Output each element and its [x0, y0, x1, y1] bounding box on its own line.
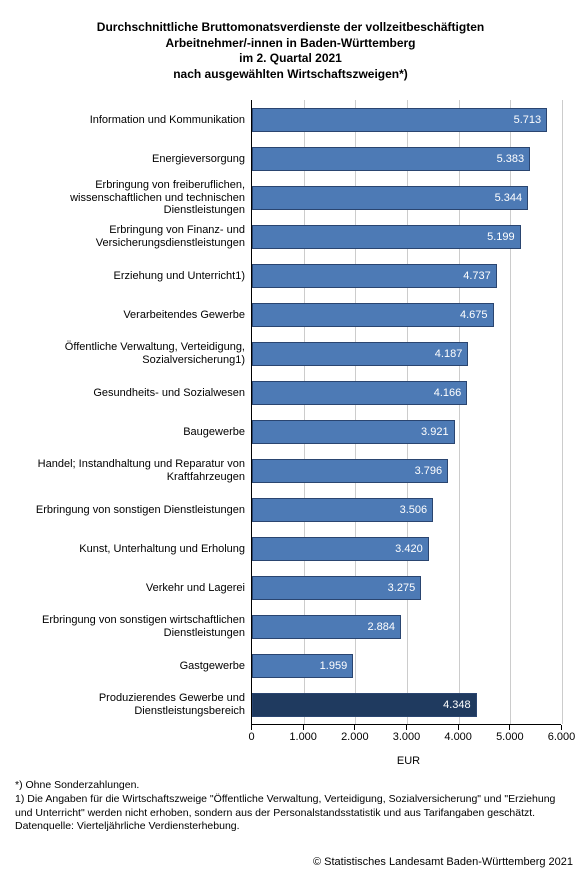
bar-value: 4.187: [435, 348, 463, 360]
bar-value: 3.506: [400, 504, 428, 516]
bar: 4.675: [252, 303, 494, 327]
bar-value: 4.348: [443, 699, 471, 711]
title-line-1: Durchschnittliche Bruttomonatsverdienste…: [15, 20, 566, 36]
bar-row: 4.675: [252, 295, 566, 334]
bar: 3.506: [252, 498, 433, 522]
bar: 4.187: [252, 342, 468, 366]
x-tick-label: 6.000: [548, 731, 576, 743]
plot-area: Information und KommunikationEnergievers…: [15, 100, 566, 724]
bar-row: 4.348: [252, 685, 566, 724]
bar-value: 3.921: [421, 426, 449, 438]
bar-row: 2.884: [252, 607, 566, 646]
bar-row: 5.344: [252, 178, 566, 217]
bar-value: 4.737: [463, 270, 491, 282]
title-line-2: Arbeitnehmer/-innen in Baden-Württemberg: [15, 36, 566, 52]
category-label: Gastgewerbe: [15, 646, 251, 685]
bar: 3.275: [252, 576, 421, 600]
bar-row: 3.796: [252, 451, 566, 490]
bar-row: 1.959: [252, 646, 566, 685]
bar: 4.348: [252, 693, 477, 717]
title-line-3: im 2. Quartal 2021: [15, 51, 566, 67]
x-tick: 0: [251, 725, 252, 730]
bar-row: 4.166: [252, 373, 566, 412]
footnotes: *) Ohne Sonderzahlungen. 1) Die Angaben …: [15, 779, 566, 834]
y-axis-labels: Information und KommunikationEnergievers…: [15, 100, 251, 724]
bar: 5.344: [252, 186, 528, 210]
x-tick: 1.000: [303, 725, 304, 730]
category-label: Erbringung von Finanz- und Versicherungs…: [15, 217, 251, 256]
chart-container: Durchschnittliche Bruttomonatsverdienste…: [0, 0, 581, 844]
x-tick: 3.000: [406, 725, 407, 730]
footnote-3: Datenquelle: Vierteljährliche Verdienste…: [15, 820, 566, 834]
bar-value: 5.199: [487, 231, 515, 243]
x-tick-label: 2.000: [341, 731, 369, 743]
bar: 3.420: [252, 537, 429, 561]
category-label: Energieversorgung: [15, 139, 251, 178]
bar: 5.713: [252, 108, 547, 132]
bar: 5.199: [252, 225, 521, 249]
x-tick: 4.000: [458, 725, 459, 730]
bar-row: 3.921: [252, 412, 566, 451]
category-label: Erbringung von freiberuflichen, wissensc…: [15, 178, 251, 217]
category-label: Produzierendes Gewerbe und Dienstleistun…: [15, 685, 251, 724]
bars-region: 5.713 5.383 5.344 5.199 4.737 4.675 4.187 4.166…: [251, 100, 566, 724]
bar-row: 4.187: [252, 334, 566, 373]
category-label: Erziehung und Unterricht1): [15, 256, 251, 295]
bar-value: 2.884: [367, 621, 395, 633]
bar: 1.959: [252, 654, 353, 678]
category-label: Kunst, Unterhaltung und Erholung: [15, 529, 251, 568]
copyright: © Statistisches Landesamt Baden-Württemb…: [0, 856, 581, 876]
bar-value: 1.959: [320, 660, 348, 672]
bar-value: 3.275: [388, 582, 416, 594]
x-tick: 5.000: [509, 725, 510, 730]
category-label: Baugewerbe: [15, 412, 251, 451]
x-tick-label: 0: [248, 731, 254, 743]
x-tick: 2.000: [354, 725, 355, 730]
bar-row: 5.383: [252, 139, 566, 178]
bar-row: 3.506: [252, 490, 566, 529]
x-tick-label: 3.000: [393, 731, 421, 743]
category-label: Erbringung von sonstigen wirtschaftliche…: [15, 607, 251, 646]
bar: 4.166: [252, 381, 467, 405]
bar-value: 3.796: [415, 465, 443, 477]
footnote-2: 1) Die Angaben für die Wirtschaftszweige…: [15, 793, 566, 820]
x-tick-label: 5.000: [496, 731, 524, 743]
category-label: Erbringung von sonstigen Dienstleistunge…: [15, 490, 251, 529]
bar: 4.737: [252, 264, 497, 288]
bar-row: 3.420: [252, 529, 566, 568]
bar-value: 5.713: [514, 114, 542, 126]
bar-value: 5.344: [495, 192, 523, 204]
x-tick-label: 1.000: [289, 731, 317, 743]
bar: 3.921: [252, 420, 455, 444]
x-tick: 6.000: [561, 725, 562, 730]
x-axis-title: EUR: [251, 755, 566, 767]
bar-value: 4.166: [434, 387, 462, 399]
bar-value: 3.420: [395, 543, 423, 555]
category-label: Verarbeitendes Gewerbe: [15, 295, 251, 334]
bar-value: 5.383: [497, 153, 525, 165]
bar-row: 3.275: [252, 568, 566, 607]
bar-row: 5.713: [252, 100, 566, 139]
bar: 2.884: [252, 615, 401, 639]
bar: 3.796: [252, 459, 448, 483]
category-label: Gesundheits- und Sozialwesen: [15, 373, 251, 412]
footnote-1: *) Ohne Sonderzahlungen.: [15, 779, 566, 793]
bar-value: 4.675: [460, 309, 488, 321]
category-label: Verkehr und Lagerei: [15, 568, 251, 607]
x-axis: 0 1.000 2.000 3.000 4.000 5.000 6.000: [251, 724, 561, 753]
category-label: Information und Kommunikation: [15, 100, 251, 139]
bar-row: 5.199: [252, 217, 566, 256]
x-tick-label: 4.000: [444, 731, 472, 743]
bar: 5.383: [252, 147, 530, 171]
category-label: Handel; Instandhaltung und Reparatur von…: [15, 451, 251, 490]
bar-row: 4.737: [252, 256, 566, 295]
chart-title: Durchschnittliche Bruttomonatsverdienste…: [15, 20, 566, 82]
category-label: Öffentliche Verwaltung, Verteidigung, So…: [15, 334, 251, 373]
title-line-4: nach ausgewählten Wirtschaftszweigen*): [15, 67, 566, 83]
